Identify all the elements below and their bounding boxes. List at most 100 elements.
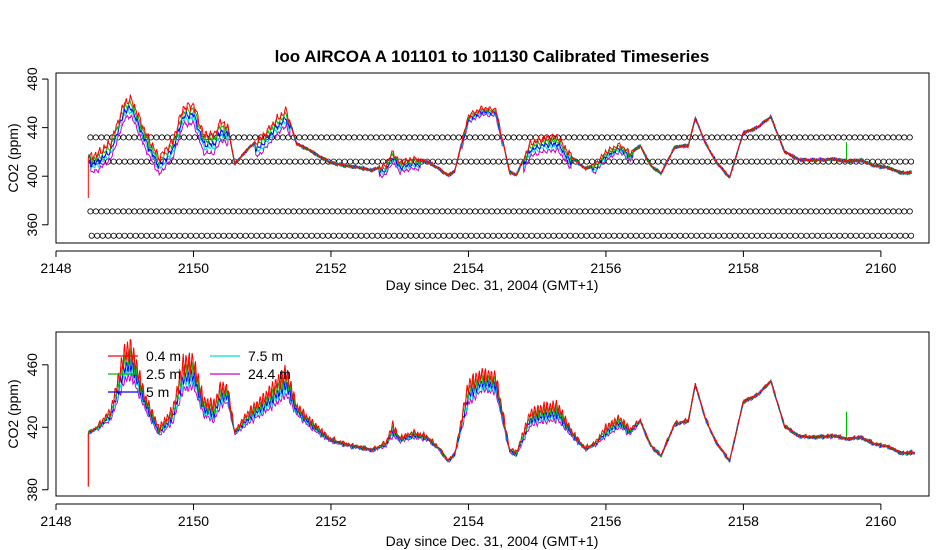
- reference-dot: [352, 232, 359, 239]
- reference-dot: [187, 158, 194, 165]
- reference-dot: [428, 134, 435, 141]
- reference-dot: [873, 134, 880, 141]
- reference-dot: [352, 158, 359, 165]
- reference-dot: [576, 208, 583, 215]
- reference-dot: [688, 158, 695, 165]
- reference-dot: [226, 158, 233, 165]
- reference-dot: [160, 232, 167, 239]
- panel-bottom: 2148 2150 2152 2154 2156 2158 2160 380 420 460 0.…: [5, 331, 930, 549]
- reference-dot: [809, 232, 816, 239]
- reference-dot: [395, 134, 402, 141]
- reference-dot: [719, 134, 726, 141]
- reference-dot: [587, 208, 594, 215]
- reference-dot: [759, 232, 766, 239]
- y-tick-label-top: 360: [24, 213, 40, 237]
- reference-dot: [400, 134, 407, 141]
- reference-dot: [318, 134, 325, 141]
- reference-dot: [279, 208, 286, 215]
- reference-dot: [290, 208, 297, 215]
- reference-dot: [193, 232, 200, 239]
- series-line-bottom: [88, 372, 916, 464]
- reference-dot: [259, 158, 266, 165]
- reference-dot: [545, 232, 552, 239]
- reference-dot: [417, 208, 424, 215]
- reference-dot: [605, 232, 612, 239]
- legend-label: 0.4 m: [146, 348, 181, 364]
- reference-dot: [879, 208, 886, 215]
- legend-label: 24.4 m: [248, 366, 291, 382]
- reference-dot: [110, 232, 117, 239]
- reference-dot: [363, 232, 370, 239]
- reference-dot: [637, 134, 644, 141]
- reference-dot: [257, 208, 264, 215]
- reference-dot: [710, 232, 717, 239]
- reference-dot: [516, 208, 523, 215]
- reference-dot: [301, 208, 308, 215]
- reference-dot: [94, 232, 101, 239]
- reference-dot: [818, 134, 825, 141]
- reference-dot: [692, 134, 699, 141]
- reference-dot: [433, 208, 440, 215]
- reference-dot: [840, 134, 847, 141]
- legend-label: 2.5 m: [146, 366, 181, 382]
- reference-dot: [556, 158, 563, 165]
- reference-dot: [103, 208, 110, 215]
- reference-dot: [616, 232, 623, 239]
- reference-dot: [395, 208, 402, 215]
- reference-dot: [153, 134, 160, 141]
- reference-dot: [908, 158, 915, 165]
- reference-dot: [127, 232, 134, 239]
- reference-dot: [587, 134, 594, 141]
- x-tick-label-bottom: 2158: [728, 513, 759, 529]
- reference-dot: [906, 208, 913, 215]
- reference-dot: [132, 232, 139, 239]
- reference-dot: [851, 208, 858, 215]
- reference-dot: [765, 158, 772, 165]
- reference-dot: [708, 134, 715, 141]
- x-tick-label-top: 2156: [590, 260, 621, 276]
- reference-dot: [583, 232, 590, 239]
- reference-dot: [439, 208, 446, 215]
- x-tick-label-bottom: 2154: [453, 513, 484, 529]
- reference-dot: [769, 134, 776, 141]
- reference-dot: [468, 158, 475, 165]
- reference-dot: [824, 208, 831, 215]
- x-axis-label-top: Day since Dec. 31, 2004 (GMT+1): [386, 277, 599, 293]
- reference-dot: [121, 232, 128, 239]
- reference-dot: [125, 208, 132, 215]
- reference-dot: [374, 158, 381, 165]
- reference-dot: [384, 134, 391, 141]
- x-tick-label-top: 2150: [178, 260, 209, 276]
- reference-dot: [187, 232, 194, 239]
- reference-dot: [671, 232, 678, 239]
- series-line-bottom: [87, 339, 916, 463]
- reference-dot: [891, 232, 898, 239]
- reference-dot: [109, 208, 116, 215]
- reference-dot: [110, 158, 117, 165]
- reference-dot: [851, 134, 858, 141]
- reference-dot: [220, 158, 227, 165]
- reference-dot: [312, 208, 319, 215]
- reference-dot: [682, 232, 689, 239]
- reference-dot: [693, 232, 700, 239]
- reference-dot: [791, 208, 798, 215]
- reference-dot: [340, 134, 347, 141]
- reference-dot: [576, 134, 583, 141]
- reference-dot: [396, 232, 403, 239]
- axes-top: 2148 2150 2152 2154 2156 2158 2160 360 400 440 480: [24, 67, 897, 276]
- reference-dot: [510, 134, 517, 141]
- reference-dot: [303, 158, 310, 165]
- reference-dot: [202, 208, 209, 215]
- reference-dot: [638, 158, 645, 165]
- y-tick-label-bottom: 420: [24, 415, 40, 439]
- reference-dot: [336, 232, 343, 239]
- reference-dot: [846, 134, 853, 141]
- reference-dot: [356, 134, 363, 141]
- reference-dot: [197, 208, 204, 215]
- reference-dot: [609, 134, 616, 141]
- reference-dot: [455, 134, 462, 141]
- reference-dot: [479, 232, 486, 239]
- reference-dot: [908, 232, 915, 239]
- reference-dot: [589, 158, 596, 165]
- reference-dot: [567, 232, 574, 239]
